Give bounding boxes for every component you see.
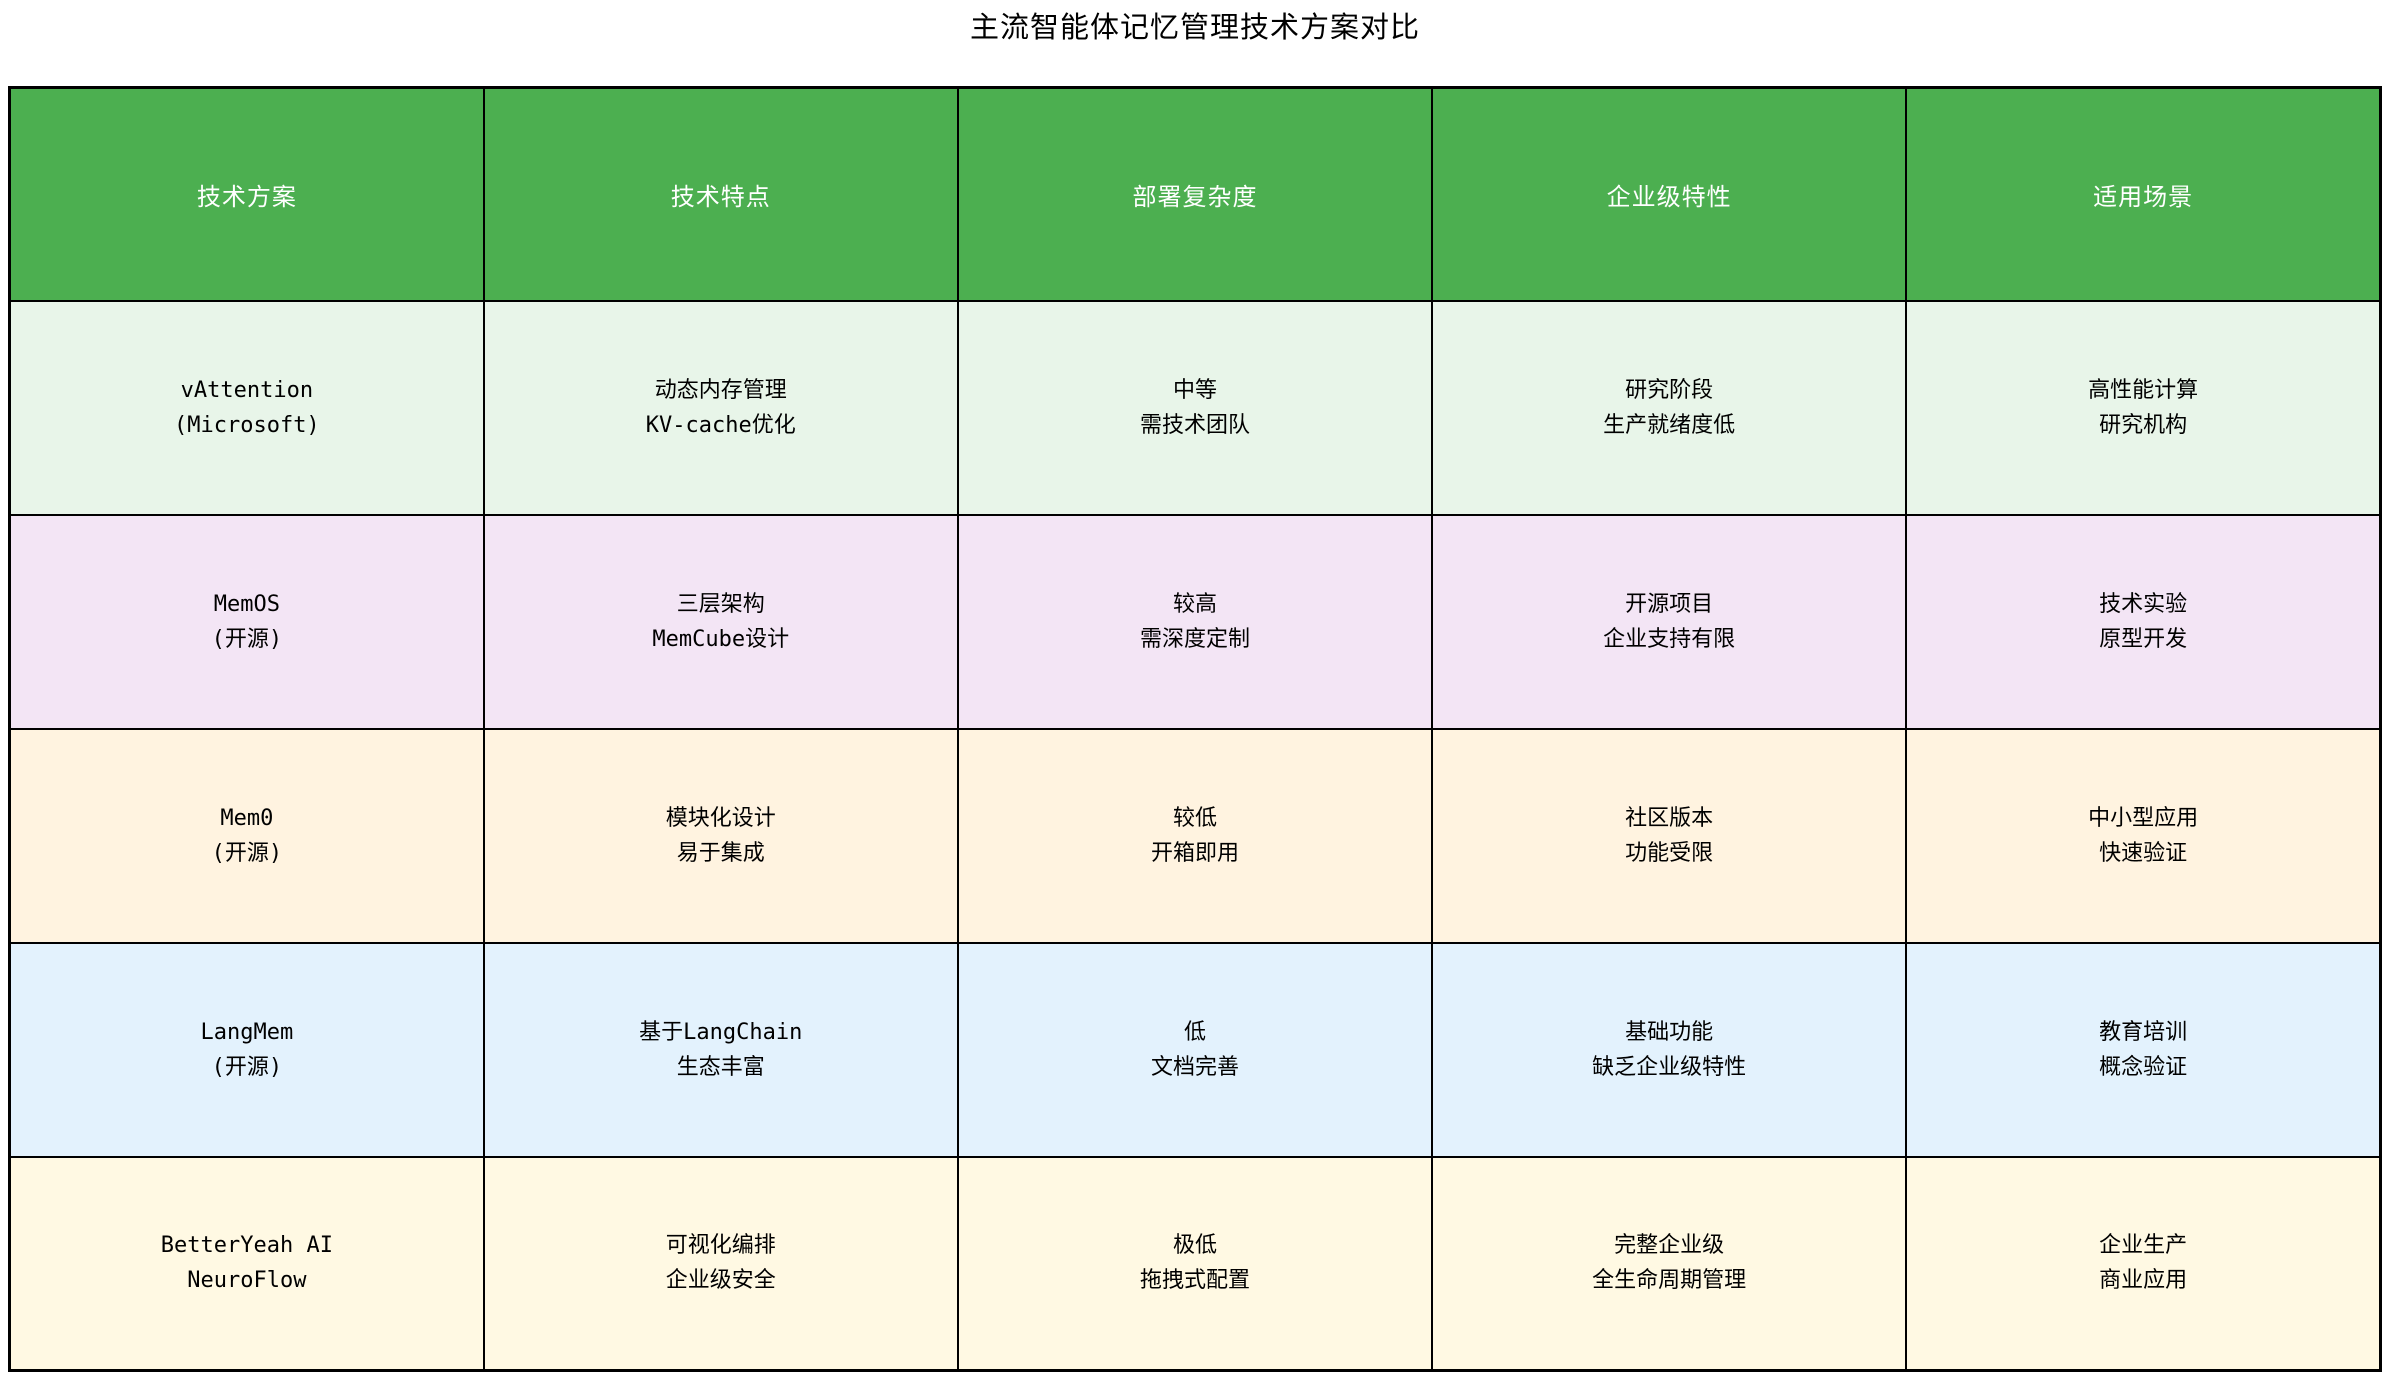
page-title: 主流智能体记忆管理技术方案对比 (969, 10, 1420, 44)
cell-deploy-complexity: 低 文档完善 (956, 941, 1434, 1158)
comparison-table: 技术方案 技术特点 部署复杂度 企业级特性 适用场景 vAttention (M… (8, 86, 2382, 1372)
table-row-vattention: vAttention (Microsoft) 动态内存管理 KV-cache优化… (8, 299, 2382, 516)
cell-use-cases: 教育培训 概念验证 (1905, 941, 2382, 1158)
cell-enterprise-traits: 研究阶段 生产就绪度低 (1431, 299, 1908, 516)
cell-tech-features: 动态内存管理 KV-cache优化 (482, 299, 959, 516)
cell-deploy-complexity: 极低 拖拽式配置 (956, 1155, 1434, 1372)
table-row-memos: MemOS (开源) 三层架构 MemCube设计 较高 需深度定制 开源项目 … (8, 513, 2382, 730)
cell-enterprise-traits: 开源项目 企业支持有限 (1431, 513, 1908, 730)
column-header-tech-features: 技术特点 (482, 86, 959, 302)
cell-solution-name: Mem0 (开源) (8, 727, 485, 944)
cell-enterprise-traits: 完整企业级 全生命周期管理 (1431, 1155, 1908, 1372)
cell-enterprise-traits: 社区版本 功能受限 (1431, 727, 1908, 944)
cell-tech-features: 基于LangChain 生态丰富 (482, 941, 959, 1158)
table-row-betteryeah-neuroflow: BetterYeah AI NeuroFlow 可视化编排 企业级安全 极低 拖… (8, 1155, 2382, 1372)
cell-use-cases: 企业生产 商业应用 (1905, 1155, 2382, 1372)
cell-tech-features: 三层架构 MemCube设计 (482, 513, 959, 730)
table-row-langmem: LangMem (开源) 基于LangChain 生态丰富 低 文档完善 基础功… (8, 941, 2382, 1158)
cell-deploy-complexity: 较高 需深度定制 (956, 513, 1434, 730)
cell-deploy-complexity: 中等 需技术团队 (956, 299, 1434, 516)
cell-tech-features: 模块化设计 易于集成 (482, 727, 959, 944)
column-header-deploy-complexity: 部署复杂度 (956, 86, 1434, 302)
cell-enterprise-traits: 基础功能 缺乏企业级特性 (1431, 941, 1908, 1158)
cell-deploy-complexity: 较低 开箱即用 (956, 727, 1434, 944)
cell-solution-name: LangMem (开源) (8, 941, 485, 1158)
cell-solution-name: BetterYeah AI NeuroFlow (8, 1155, 485, 1372)
column-header-enterprise-traits: 企业级特性 (1431, 86, 1908, 302)
column-header-use-cases: 适用场景 (1905, 86, 2382, 302)
column-header-tech-solution: 技术方案 (8, 86, 485, 302)
cell-use-cases: 高性能计算 研究机构 (1905, 299, 2382, 516)
cell-use-cases: 中小型应用 快速验证 (1905, 727, 2382, 944)
table-body: vAttention (Microsoft) 动态内存管理 KV-cache优化… (8, 299, 2382, 1372)
cell-use-cases: 技术实验 原型开发 (1905, 513, 2382, 730)
cell-solution-name: vAttention (Microsoft) (8, 299, 485, 516)
cell-tech-features: 可视化编排 企业级安全 (482, 1155, 959, 1372)
cell-solution-name: MemOS (开源) (8, 513, 485, 730)
table-row-mem0: Mem0 (开源) 模块化设计 易于集成 较低 开箱即用 社区版本 功能受限 中… (8, 727, 2382, 944)
header-row: 技术方案 技术特点 部署复杂度 企业级特性 适用场景 (8, 86, 2382, 302)
table-header: 技术方案 技术特点 部署复杂度 企业级特性 适用场景 (8, 86, 2382, 302)
